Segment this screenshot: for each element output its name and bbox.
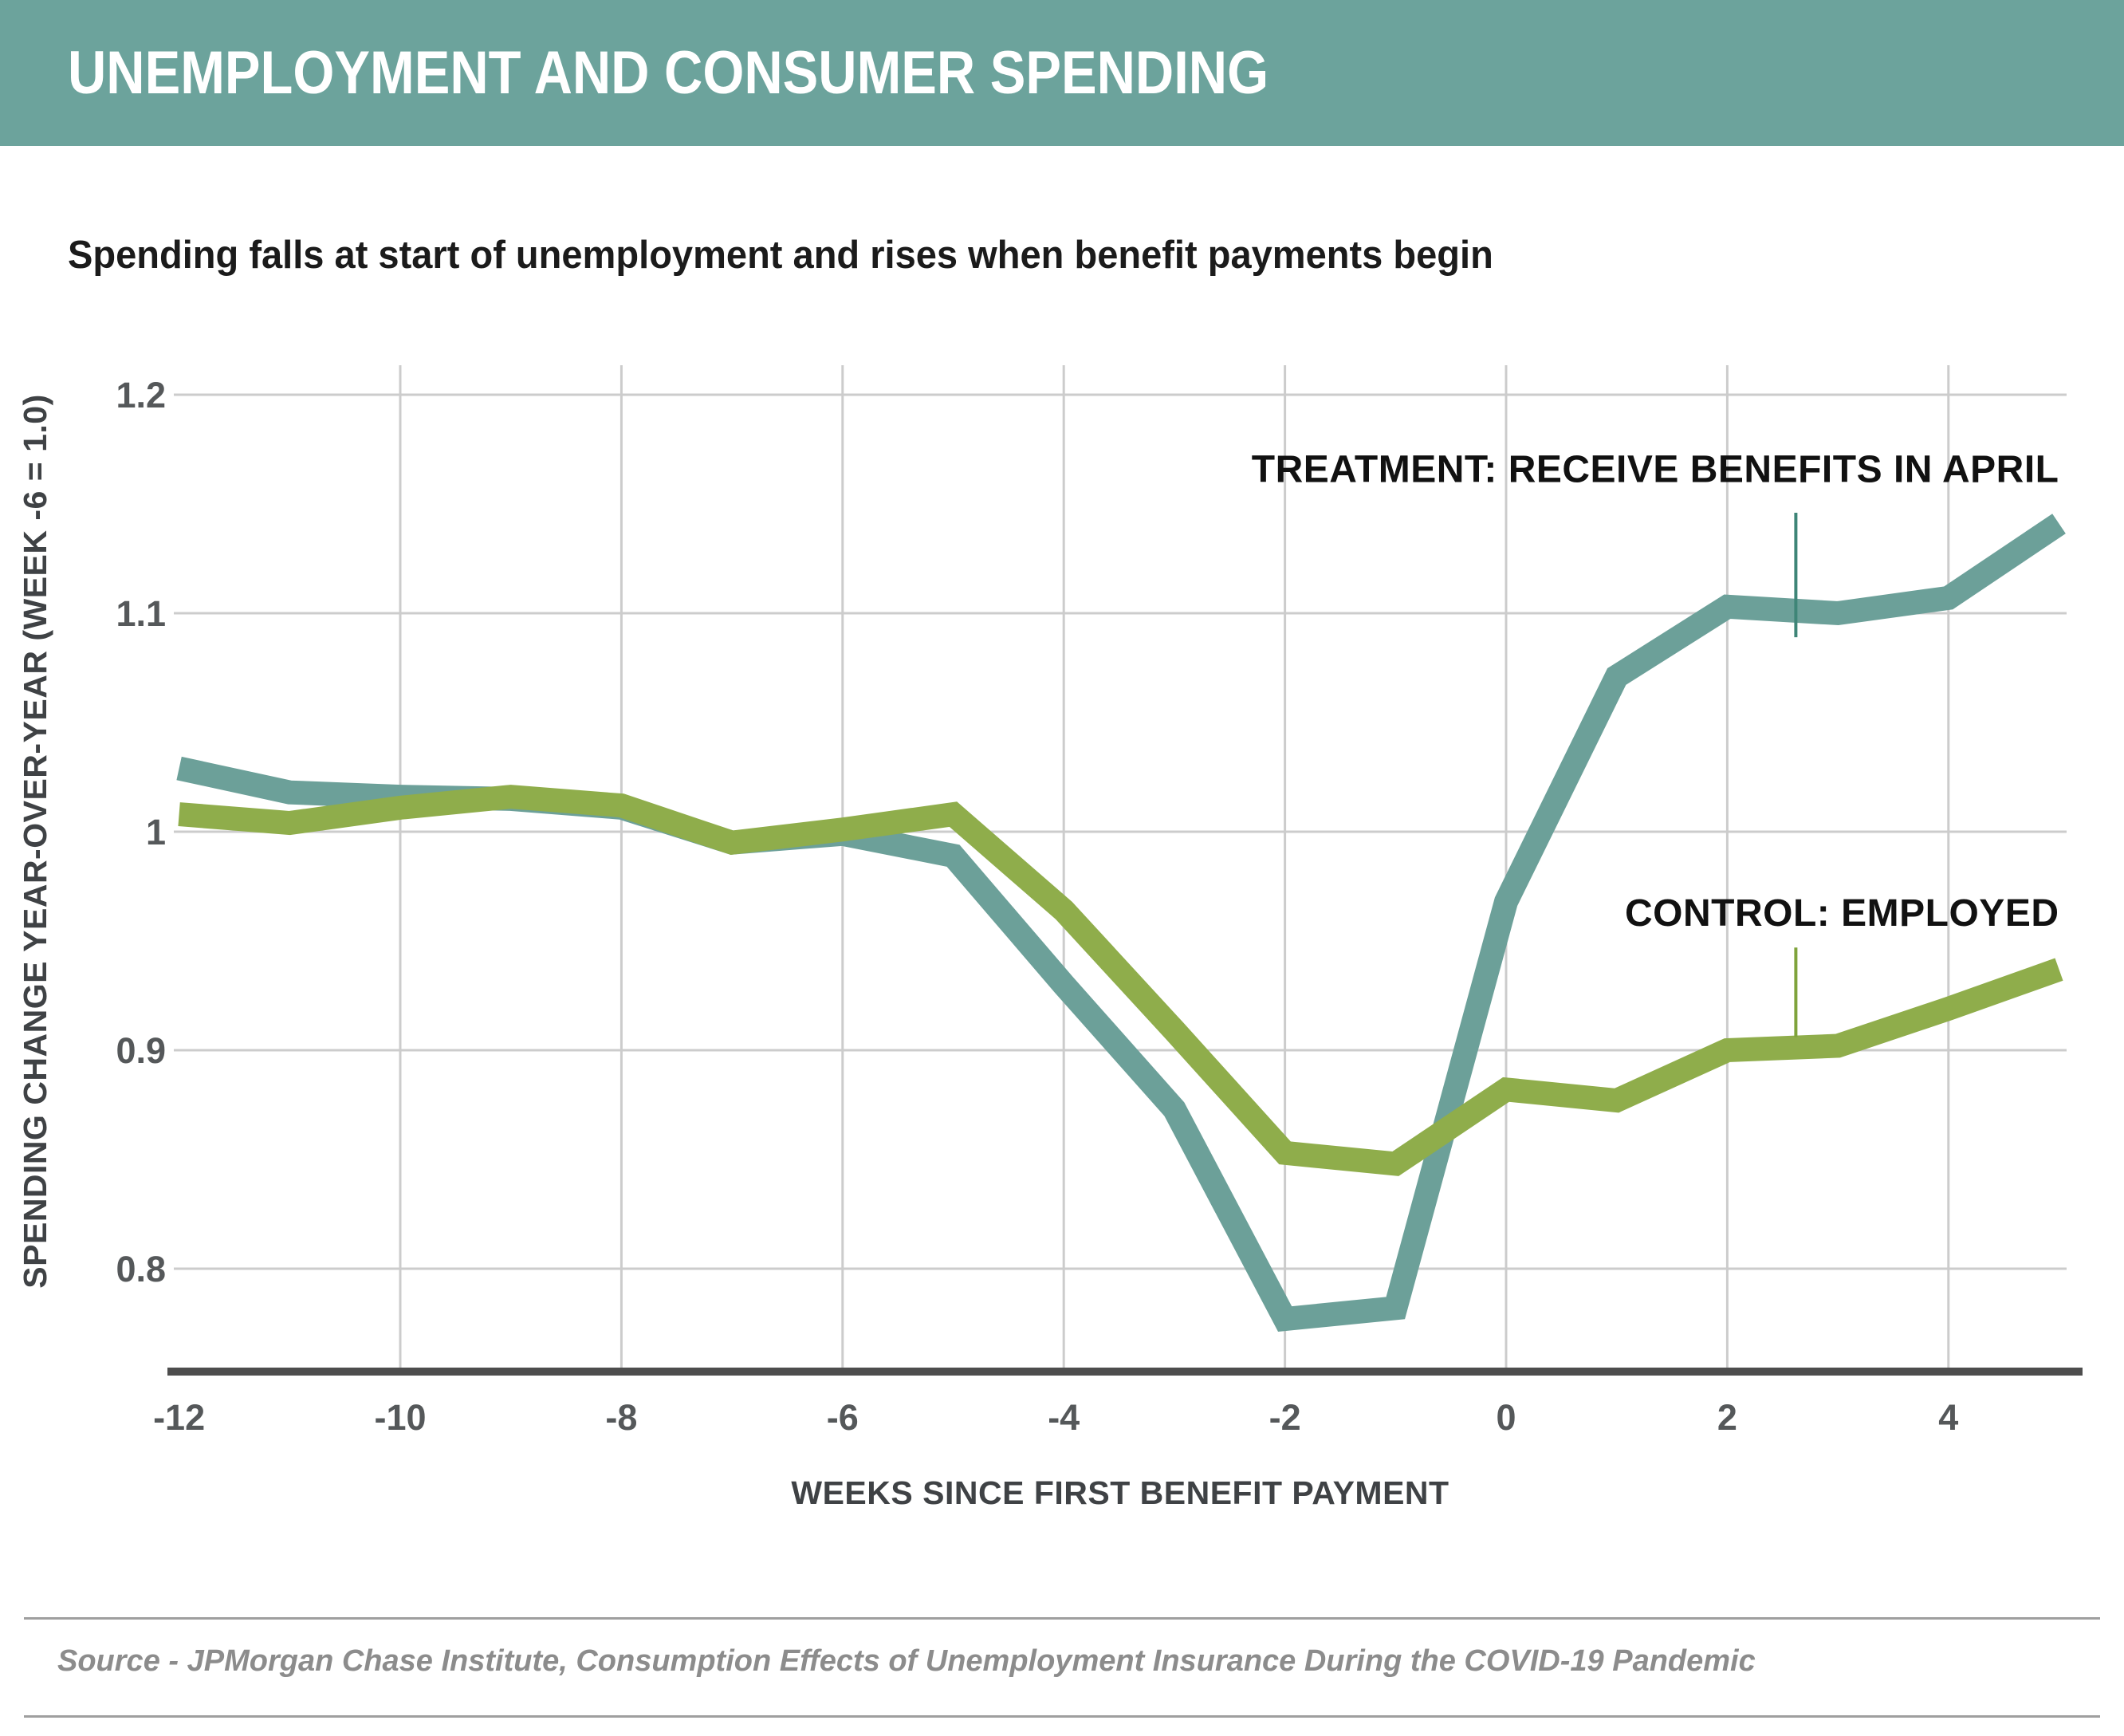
x-tick-label: 2: [1717, 1397, 1737, 1438]
y-tick-label: 0.9: [116, 1030, 166, 1071]
y-tick-label: 0.8: [116, 1249, 166, 1289]
line-chart: 1.2 1.1 1 0.9 0.8 -12 -10 -8 -6 -4 -2 0 2 4 WEEKS SIN…: [17, 365, 2083, 1511]
x-tick-label: -8: [605, 1397, 637, 1438]
footer-rule-top: [24, 1617, 2100, 1620]
y-tick-label: 1.2: [116, 375, 166, 415]
axis-titles: WEEKS SINCE FIRST BENEFIT PAYMENT SPENDIN…: [17, 394, 1449, 1511]
x-tick-label: -6: [827, 1397, 859, 1438]
footer-rule-bottom: [24, 1715, 2100, 1718]
x-tick-label: -10: [374, 1397, 426, 1438]
treatment-label: TREATMENT: RECEIVE BENEFITS IN APRIL: [1252, 449, 2059, 491]
control-label: CONTROL: EMPLOYED: [1625, 892, 2059, 935]
data-series: [176, 514, 2066, 1332]
tick-labels: 1.2 1.1 1 0.9 0.8 -12 -10 -8 -6 -4 -2 0 2 4: [116, 375, 1958, 1438]
y-tick-label: 1.1: [116, 593, 166, 634]
x-tick-label: 0: [1496, 1397, 1516, 1438]
annotations: TREATMENT: RECEIVE BENEFITS IN APRIL CONT…: [1252, 449, 2059, 1037]
y-axis-title: SPENDING CHANGE YEAR-OVER-YEAR (WEEK -6 …: [17, 394, 53, 1288]
x-tick-label: 4: [1938, 1397, 1958, 1438]
x-tick-label: -12: [153, 1397, 205, 1438]
x-tick-label: -2: [1269, 1397, 1301, 1438]
x-axis-title: WEEKS SINCE FIRST BENEFIT PAYMENT: [791, 1474, 1449, 1511]
source-text: Source - JPMorgan Chase Institute, Consu…: [57, 1644, 1756, 1678]
gridlines: [174, 365, 2067, 1372]
control-line: [178, 785, 2063, 1176]
y-tick-label: 1: [146, 812, 166, 852]
x-tick-label: -4: [1048, 1397, 1080, 1438]
header-banner: UNEMPLOYMENT AND CONSUMER SPENDING: [0, 0, 2124, 146]
chart-headline: Spending falls at start of unemployment …: [68, 234, 1493, 277]
page-title: UNEMPLOYMENT AND CONSUMER SPENDING: [68, 39, 1269, 107]
